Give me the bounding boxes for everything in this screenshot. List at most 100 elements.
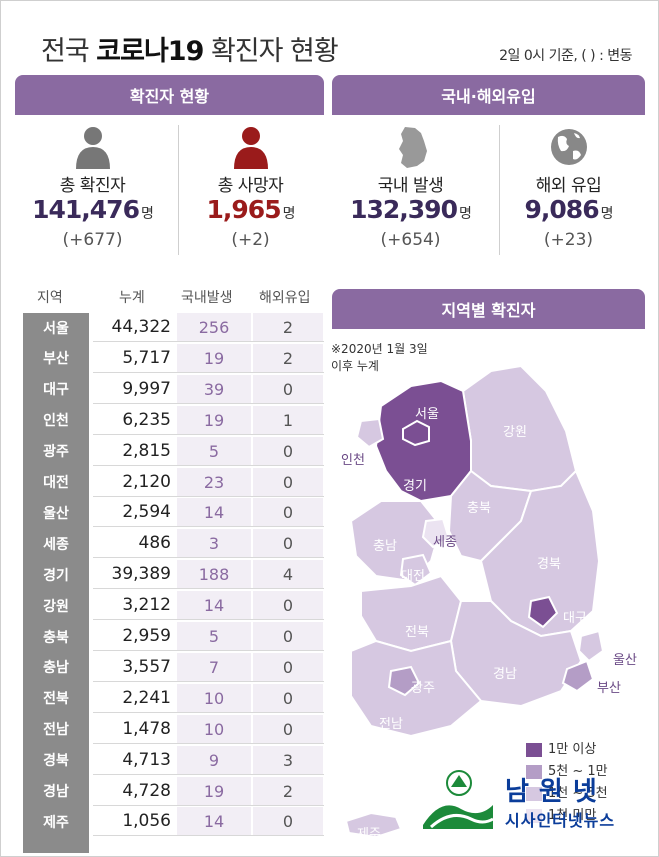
watermark-subtitle: 시사인터넷뉴스: [505, 811, 616, 830]
watermark-title: 남원넷: [505, 777, 607, 807]
legend-swatch: [526, 743, 542, 757]
map-label-gyeonggi: 경기: [403, 479, 427, 494]
overseas-cell: 2: [253, 343, 323, 373]
region-ulsan: [577, 629, 605, 663]
region-cell: 인천: [23, 406, 89, 434]
title-suffix: 확진자 현황: [203, 36, 339, 67]
total-cell: 5,717: [122, 347, 171, 368]
region-cell: 부산: [23, 344, 89, 372]
overseas-cell: 0: [253, 622, 323, 651]
title-bold: 코로나19: [96, 36, 204, 67]
overseas-cell: 2: [253, 313, 323, 342]
stat-unit: 명: [282, 206, 296, 222]
total-cell: 6,235: [122, 409, 171, 430]
legend-label: 1천 ~ 5천: [548, 786, 608, 801]
total-cell: 2,959: [122, 626, 171, 646]
stat-number: 141,476: [32, 195, 140, 224]
total-cell: 1,056: [122, 811, 171, 832]
stat-unit: 명: [140, 206, 154, 222]
region-cell: 강원: [23, 592, 89, 620]
legend-label: 5천 ~ 1만: [548, 764, 608, 779]
map-label-jeonnam: 전남: [379, 717, 403, 732]
stat-change: (+654): [380, 230, 441, 250]
person-icon-red: [234, 127, 268, 169]
domestic-cell: 39: [177, 374, 251, 404]
row-divider: [93, 742, 324, 744]
row-divider: [93, 371, 324, 373]
stat-overseas: 해외 유입 9,086 명 (+23): [491, 115, 646, 267]
total-cell: 3,557: [122, 656, 171, 677]
row-divider: [93, 711, 324, 713]
region-daegu: [527, 595, 559, 629]
map-note-line2: 이후 누계: [331, 359, 379, 373]
overseas-cell: 3: [253, 745, 323, 775]
region-cell: 전남: [23, 715, 89, 743]
overseas-cell: 0: [253, 591, 323, 621]
total-cell: 2,594: [122, 502, 171, 523]
stat-label: 총 확진자: [59, 176, 126, 196]
region-cell: 대전: [23, 468, 89, 496]
table-row: 대전 2,120 23 0: [23, 467, 324, 497]
table-row: 울산 2,594 14 0: [23, 498, 324, 528]
row-divider: [93, 588, 324, 590]
total-cell: 2,241: [122, 687, 171, 708]
person-icon: [76, 127, 110, 169]
region-cell: 경기: [23, 561, 89, 589]
region-cell: 광주: [23, 437, 89, 465]
region-busan: [561, 659, 595, 693]
total-cell: 4,713: [122, 749, 171, 770]
domestic-cell: 256: [177, 313, 251, 342]
row-divider: [93, 341, 324, 342]
row-divider: [93, 557, 324, 559]
stat-number: 9,086: [524, 195, 600, 224]
total-cell: 486: [138, 533, 171, 554]
overseas-cell: 0: [253, 467, 323, 497]
domestic-cell: 14: [177, 591, 251, 621]
row-divider: [93, 619, 324, 621]
table-row: 제주 1,056 14 0: [23, 807, 324, 837]
row-divider: [93, 680, 324, 682]
domestic-cell: 19: [177, 776, 251, 806]
overseas-cell: 0: [253, 807, 323, 837]
domestic-cell: 23: [177, 467, 251, 497]
table-row: 전북 2,241 10 0: [23, 683, 324, 713]
domestic-cell: 14: [177, 807, 251, 837]
table-row: 광주 2,815 5 0: [23, 436, 324, 466]
stat-change: (+23): [543, 230, 594, 250]
section-regional-map: 지역별 확진자: [332, 289, 645, 329]
table-row: 경기 39,389 188 4: [23, 560, 324, 590]
table-row: 충북 2,959 5 0: [23, 622, 324, 651]
column-header-total: 누계: [119, 290, 145, 306]
stat-change: (+2): [231, 230, 270, 250]
map-label-ulsan: 울산: [613, 653, 637, 668]
table-row: 세종 486 3 0: [23, 529, 324, 559]
legend-item: 1만 이상: [526, 741, 608, 763]
stat-number: 1,965: [206, 195, 282, 224]
map-label-gyeongnam: 경남: [493, 667, 517, 682]
table-row: 강원 3,212 14 0: [23, 591, 324, 621]
row-divider: [93, 495, 324, 497]
map-label-jeonbuk: 전북: [405, 625, 429, 640]
overseas-cell: 1: [253, 405, 323, 435]
overseas-cell: 4: [253, 560, 323, 590]
map-label-seoul: 서울: [415, 407, 439, 422]
row-divider: [93, 526, 324, 528]
overseas-cell: 0: [253, 652, 323, 682]
row-divider: [93, 804, 324, 806]
overseas-cell: 2: [253, 776, 323, 806]
legend-swatch: [526, 787, 542, 801]
map-label-daegu: 대구: [563, 611, 587, 626]
basis-note: 2일 0시 기준, ( ) : 변동: [499, 48, 632, 64]
table-row: 부산 5,717 19 2: [23, 343, 324, 373]
domestic-cell: 5: [177, 436, 251, 466]
row-divider: [93, 402, 324, 404]
region-cell: 충남: [23, 653, 89, 681]
legend-item: 1천 미만: [526, 807, 608, 829]
map-note: ※2020년 1월 3일 이후 누계: [331, 341, 428, 375]
region-daejeon: [399, 553, 433, 587]
globe-icon: [551, 129, 587, 165]
domestic-cell: 9: [177, 745, 251, 775]
row-divider: [93, 650, 324, 651]
region-jeju: [344, 811, 403, 839]
legend-label: 1천 미만: [548, 808, 597, 823]
